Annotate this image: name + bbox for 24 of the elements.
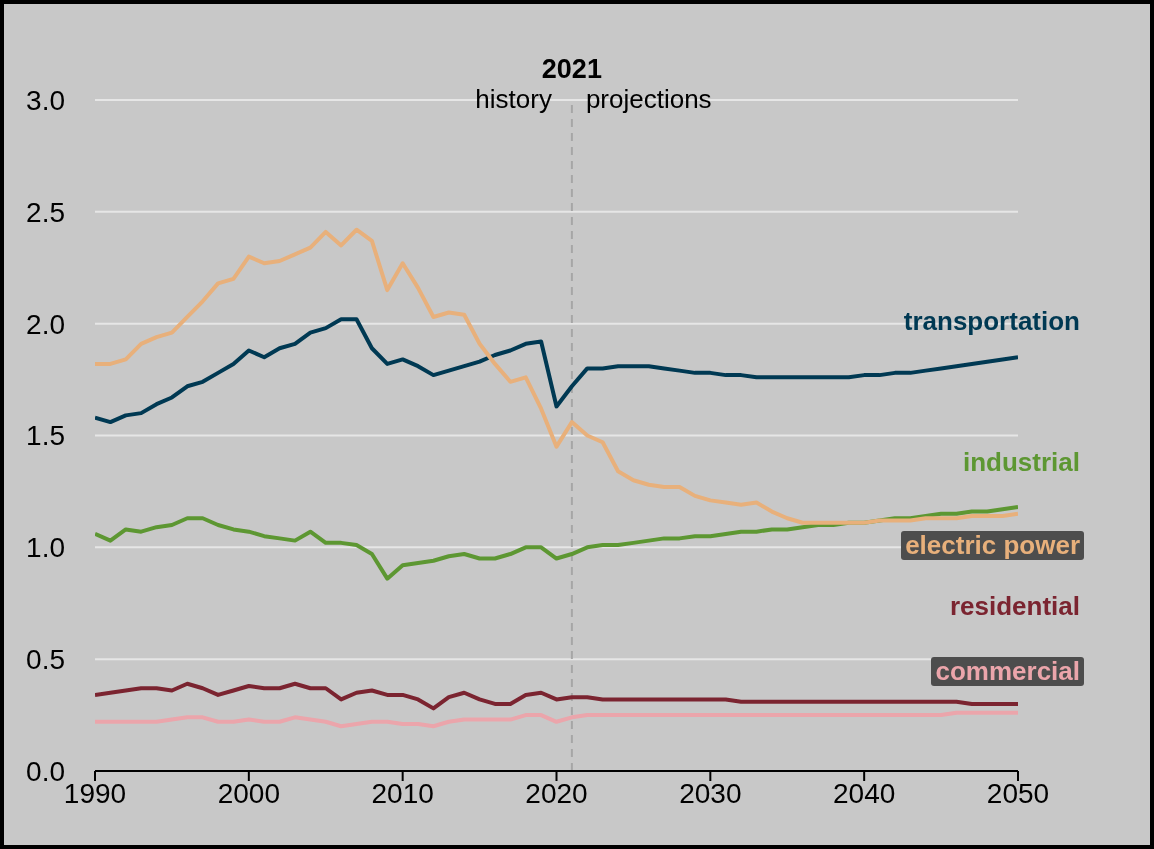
line-series	[95, 710, 1018, 729]
series-label: electric power	[901, 530, 1084, 560]
x-tick-label: 2040	[833, 777, 896, 809]
y-tick-label: 3.0	[26, 84, 65, 116]
line-series	[95, 681, 1018, 711]
y-tick-label: 1.0	[26, 532, 65, 564]
y-tick-label: 0.5	[26, 644, 65, 676]
y-tick-label: 1.5	[26, 420, 65, 452]
x-tick-label: 1990	[63, 777, 127, 809]
annotation: history	[475, 84, 552, 115]
text: residential	[949, 591, 1080, 622]
ref-line-label: 2021	[540, 54, 603, 85]
y-tick-label: 2.0	[26, 308, 65, 340]
x-tick-label: 2000	[217, 777, 280, 809]
series-label: transportation	[903, 306, 1080, 337]
y-tick-label: 2.5	[26, 196, 65, 228]
series-label: commercial	[931, 656, 1084, 686]
y-tick-label: 0.0	[26, 755, 65, 787]
x-tick-label: 2050	[986, 777, 1050, 809]
series-label: industrial	[962, 447, 1080, 478]
annotation: projections	[585, 84, 712, 115]
x-tick-label: 2030	[679, 777, 742, 809]
x-tick-label: 2010	[371, 777, 434, 809]
x-tick-label: 2020	[525, 777, 588, 809]
